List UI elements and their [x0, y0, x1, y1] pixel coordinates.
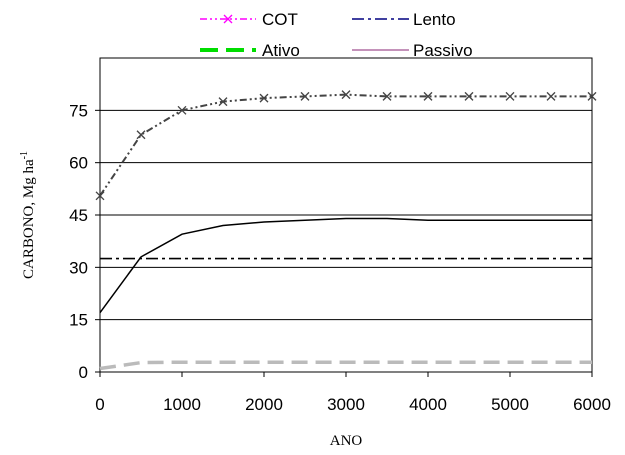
legend-label: COT [262, 10, 298, 29]
x-tick-label: 0 [95, 395, 104, 414]
x-axis-title: ANO [330, 433, 363, 449]
x-tick-label: 2000 [245, 395, 283, 414]
marker-stroke [546, 91, 556, 101]
marker-stroke [587, 91, 597, 101]
y-axis-title-main: CARBONO, Mg ha [21, 159, 37, 279]
legend-label: Ativo [262, 41, 300, 60]
marker-stroke [136, 130, 146, 140]
marker-stroke [382, 91, 392, 101]
marker-stroke [341, 90, 351, 100]
series-marker-cot [546, 91, 556, 101]
series-marker-cot [505, 91, 515, 101]
series-line-passivo [99, 217, 592, 314]
legend-item-ativo: Ativo [200, 41, 300, 60]
x-tick-label: 4000 [409, 395, 447, 414]
marker-stroke [218, 97, 228, 107]
series-marker-cot [464, 91, 474, 101]
series-marker-cot [95, 191, 105, 201]
marker-stroke [95, 191, 105, 201]
legend-label: Passivo [413, 41, 473, 60]
series-line-cot [99, 93, 592, 197]
series-line-ativo [99, 360, 592, 371]
series-marker-cot [382, 91, 392, 101]
series-marker-cot [341, 90, 351, 100]
x-tick-label: 6000 [573, 395, 611, 414]
y-axis-title-superscript: -1 [19, 151, 30, 159]
y-tick-label: 75 [69, 101, 88, 120]
x-tick-label: 3000 [327, 395, 365, 414]
y-tick-label: 30 [69, 258, 88, 277]
series-marker-cot [136, 130, 146, 140]
series-marker-cot [587, 91, 597, 101]
series-marker-cot [300, 91, 310, 101]
y-axis-title: CARBONO, Mg ha-1 [19, 151, 37, 279]
legend-marker [223, 14, 233, 24]
series-marker-cot [259, 93, 269, 103]
y-tick-label: 60 [69, 154, 88, 173]
series-layer [95, 90, 597, 371]
series-marker-cot [423, 91, 433, 101]
series-marker-cot [177, 105, 187, 115]
y-tick-label: 45 [69, 206, 88, 225]
x-tick-label: 1000 [163, 395, 201, 414]
x-tick-label: 5000 [491, 395, 529, 414]
marker-stroke [177, 105, 187, 115]
legend-item-cot: COT [200, 10, 298, 29]
marker-stroke [423, 91, 433, 101]
marker-stroke [259, 93, 269, 103]
legend-label: Lento [413, 10, 456, 29]
gridlines [100, 109, 592, 321]
marker-stroke [464, 91, 474, 101]
legend: COT Lento Ativo Passivo [200, 10, 473, 60]
axis-ticks: 0 15 30 45 60 75 0 1000 2000 3000 4000 5000 6000 [69, 101, 611, 414]
y-tick-label: 15 [69, 311, 88, 330]
series-marker-cot [218, 97, 228, 107]
marker-stroke [505, 91, 515, 101]
marker-stroke [300, 91, 310, 101]
legend-item-lento: Lento [352, 10, 456, 29]
legend-item-passivo: Passivo [352, 41, 473, 60]
y-tick-label: 0 [79, 363, 88, 382]
